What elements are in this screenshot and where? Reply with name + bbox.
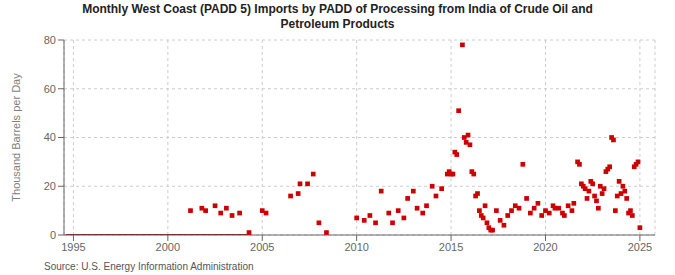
svg-text:2005: 2005 <box>250 241 274 253</box>
svg-text:2020: 2020 <box>533 241 557 253</box>
svg-text:20: 20 <box>44 180 56 192</box>
svg-text:2000: 2000 <box>156 241 180 253</box>
svg-text:2010: 2010 <box>344 241 368 253</box>
html-text:Petroleum Products: Petroleum Products <box>280 17 395 31</box>
svg-text:2015: 2015 <box>439 241 463 253</box>
html-text:Monthly West Coast (PADD 5) Im: Monthly West Coast (PADD 5) Imports by P… <box>82 2 593 16</box>
svg-text:2025: 2025 <box>628 241 652 253</box>
svg-text:40: 40 <box>44 131 56 143</box>
html-text:Source: U.S. Energy Informatio: Source: U.S. Energy Information Administ… <box>44 261 254 272</box>
svg-text:Thousand Barrels per Day: Thousand Barrels per Day <box>10 73 22 202</box>
svg-text:1995: 1995 <box>61 241 85 253</box>
svg-text:0: 0 <box>50 229 56 241</box>
svg-text:80: 80 <box>44 34 56 46</box>
svg-text:60: 60 <box>44 83 56 95</box>
